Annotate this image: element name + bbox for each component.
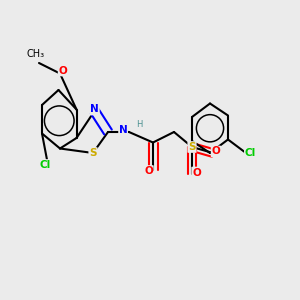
- Text: S: S: [188, 142, 196, 152]
- Text: N: N: [119, 125, 128, 136]
- Text: O: O: [58, 65, 68, 76]
- Text: O: O: [192, 167, 201, 178]
- Text: Cl: Cl: [39, 160, 51, 170]
- Text: S: S: [89, 148, 97, 158]
- Text: Cl: Cl: [245, 148, 256, 158]
- Text: H: H: [136, 120, 143, 129]
- Text: O: O: [212, 146, 220, 157]
- Text: CH₃: CH₃: [27, 50, 45, 59]
- Text: N: N: [90, 104, 99, 115]
- Text: O: O: [144, 166, 153, 176]
